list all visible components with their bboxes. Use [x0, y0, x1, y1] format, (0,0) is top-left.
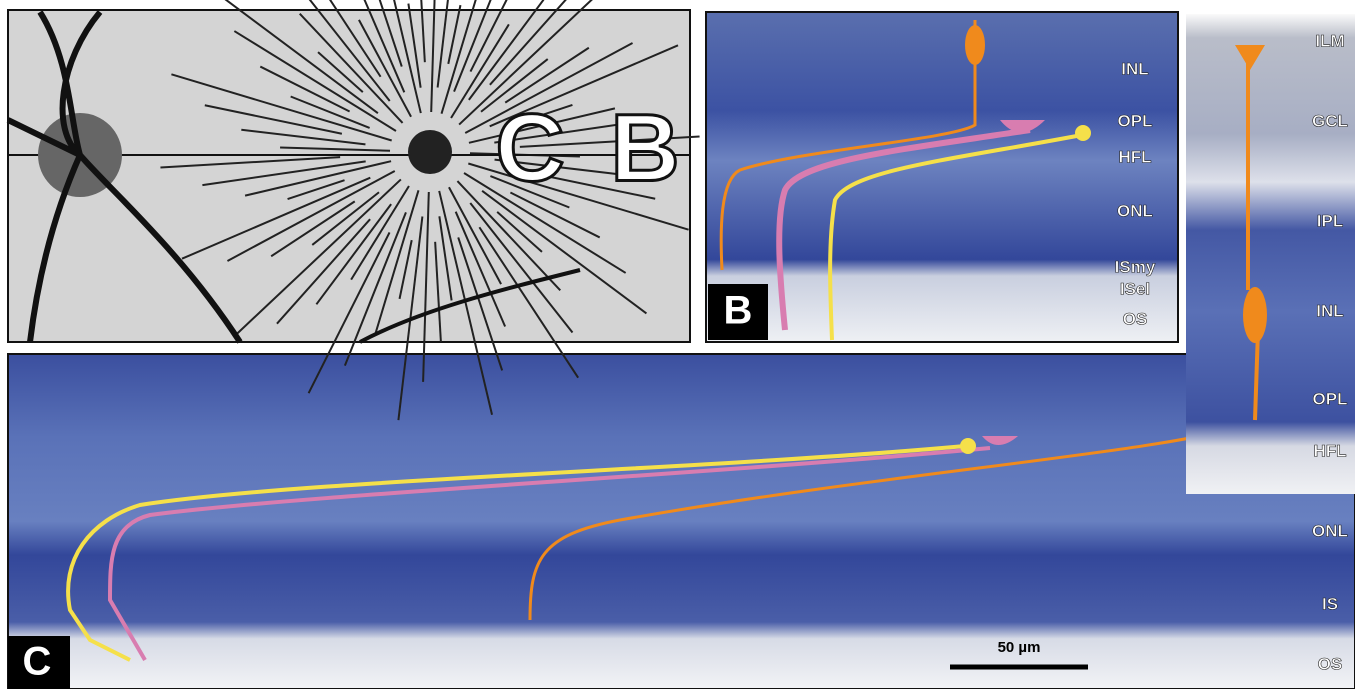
layer-label: OPL	[1118, 111, 1153, 130]
schematic-label: C	[495, 94, 564, 201]
layer-label: ILM	[1315, 31, 1344, 50]
layer-label: IPL	[1317, 211, 1343, 230]
layer-label: ISel	[1120, 279, 1150, 298]
layer-label: ONL	[1312, 521, 1348, 540]
layer-label: OS	[1318, 654, 1343, 673]
soma	[1243, 287, 1267, 343]
layer-label: IS	[1322, 594, 1338, 613]
layer-label: INL	[1121, 59, 1148, 78]
panel-letter: B	[724, 289, 753, 333]
panel-b: INL OPL HFL ONL ISmy ISel OS B	[706, 12, 1178, 342]
layer-label: OPL	[1313, 389, 1348, 408]
panel-c-image	[8, 354, 1355, 689]
soma	[965, 25, 985, 65]
layer-label: OS	[1123, 309, 1148, 328]
layer-label: ISmy	[1115, 257, 1156, 276]
panel-b-image	[706, 12, 1178, 342]
panel-right-image	[1186, 14, 1355, 494]
layer-label: ONL	[1117, 201, 1153, 220]
layer-label: INL	[1316, 301, 1343, 320]
layer-label: GCL	[1312, 111, 1348, 130]
pedicle	[1075, 125, 1091, 141]
scale-bar-label: 50 µm	[998, 639, 1041, 656]
panel-letter: C	[23, 640, 52, 684]
panel-c: 50 µm C	[8, 354, 1355, 689]
figure: 50 µm C ILM GCL IPL INL OPL HFL ONL IS OS C B IN…	[0, 0, 1355, 689]
schematic-label: B	[610, 94, 679, 201]
pedicle	[960, 438, 976, 454]
layer-label: HFL	[1118, 147, 1151, 166]
layer-label: HFL	[1313, 441, 1346, 460]
fovea	[408, 130, 452, 174]
